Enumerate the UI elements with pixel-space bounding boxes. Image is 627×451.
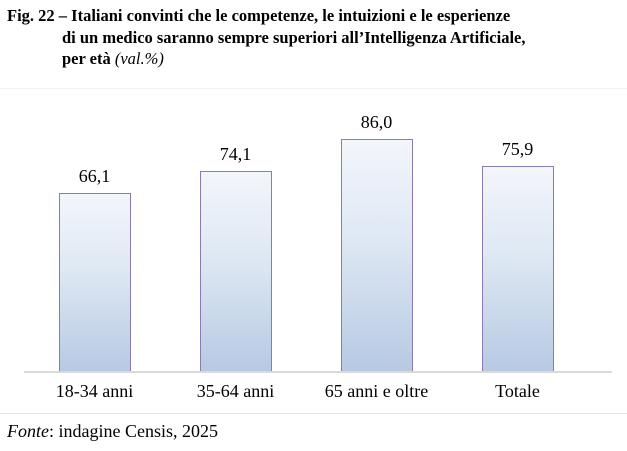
bar-column: 66,1 (24, 89, 165, 372)
x-axis-line (24, 371, 612, 373)
bar-value-label: 66,1 (78, 165, 111, 186)
bar-column: 86,0 (306, 89, 447, 372)
source-note-text: : indagine Censis, 2025 (49, 421, 218, 441)
category-label: Totale (495, 381, 540, 401)
bar-value-label: 86,0 (360, 111, 393, 132)
category-axis-labels: 18-34 anni 35-64 anni 65 anni e oltre Total… (24, 373, 588, 402)
bar (481, 166, 554, 372)
bar-column: 74,1 (165, 89, 306, 372)
category-label: 18-34 anni (55, 381, 134, 401)
title-line-3: per età (val.%) (7, 48, 623, 70)
bar-value-label: 74,1 (219, 144, 252, 164)
figure-title: Fig. 22 – Italiani convinti che le compe… (7, 5, 623, 70)
plot-area: 66,1 74,1 86,0 75,9 (24, 89, 588, 372)
title-line-1: Fig. 22 – Italiani convinti che le compe… (7, 6, 511, 25)
bar (340, 138, 413, 372)
title-value-unit-note: (val.%) (114, 49, 164, 68)
category-label: 35-64 anni (196, 381, 275, 401)
title-line-2: di un medico saranno sempre superiori al… (62, 27, 526, 47)
bar (58, 192, 131, 372)
bar-value-label: 75,9 (501, 139, 534, 160)
source-note: Fonte: indagine Censis, 2025 (7, 420, 218, 443)
title-line-3-bold: per età (62, 49, 111, 68)
bar-column: 75,9 (447, 89, 588, 372)
source-note-label: Fonte (7, 421, 49, 441)
category-label: 65 anni e oltre (324, 381, 429, 401)
bar-chart: 66,1 74,1 86,0 75,9 18-34 anni 35-64 anni 65 … (0, 88, 627, 414)
bar (199, 171, 272, 372)
